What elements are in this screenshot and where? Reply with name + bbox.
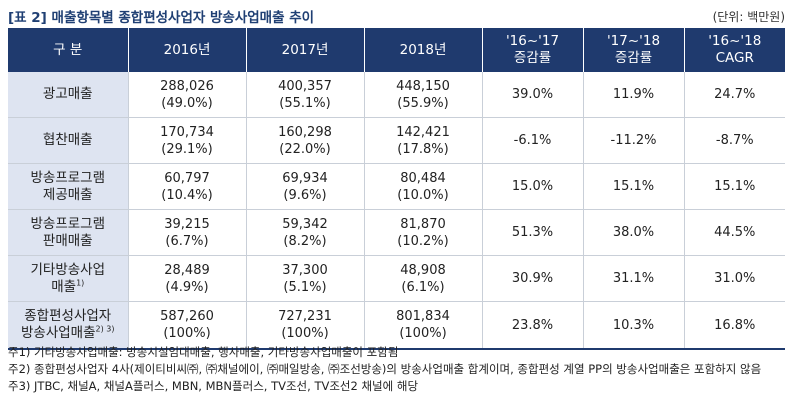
table-row: 광고매출 288,026 (49.0%) 400,357 (55.1%) 448,150(… xyxy=(8,72,785,118)
footnote: 주2) 종합편성사업자 4사(제이티비씨㈜, ㈜채널에이, ㈜매일방송, ㈜조선… xyxy=(8,362,762,376)
row-label: 협찬매출 xyxy=(8,117,128,164)
table-row: 협찬매출 170,734 (29.1%) 160,298 (22.0%) 142,421(… xyxy=(8,117,785,164)
cell-2018: 80,484 (10.0%) xyxy=(363,163,482,210)
footnote: 주3) JTBC, 채널A, 채널A플러스, MBN, MBN플러스, TV조선… xyxy=(8,379,419,393)
cell-2018: 448,150 (55.9%) xyxy=(363,72,482,118)
cell-change-16-17: 23.8% xyxy=(481,301,583,350)
table-body: 광고매출 288,026 (49.0%) 400,357 (55.1%) 448,150(… xyxy=(8,72,785,350)
cell-2018: 48,908 (6.1%) xyxy=(363,255,482,302)
cell-2018: 142,421 (17.8%) xyxy=(363,117,482,164)
cell-2018: 81,870 (10.2%) xyxy=(363,209,482,256)
header-change-16-17: '16~'17 증감률 xyxy=(481,28,583,72)
footnotes: 주1) 기타방송사업매출: 방송시설임대매출, 행사매출, 기타방송사업매출이 … xyxy=(8,344,761,395)
cell-cagr: 16.8% xyxy=(683,301,785,350)
table-caption-row: [표 2] 매출항목별 종합편성사업자 방송사업매출 추이 (단위: 백만원) xyxy=(8,6,785,26)
cell-change-17-18: 38.0% xyxy=(582,209,684,256)
cell-cagr: 31.0% xyxy=(683,255,785,302)
footnote-ref: 1) xyxy=(76,278,85,287)
cell-2017: 59,342 (8.2%) xyxy=(245,209,364,256)
cell-change-17-18: 11.9% xyxy=(582,72,684,118)
row-label: 방송프로그램 제공매출 xyxy=(8,163,128,210)
row-label: 기타방송사업 매출1) xyxy=(8,255,128,302)
cell-2016: 288,026 (49.0%) xyxy=(127,72,246,118)
cell-change-16-17: 15.0% xyxy=(481,163,583,210)
row-label: 종합편성사업자 방송사업매출2) 3) xyxy=(8,301,128,350)
cell-2018: 801,834 (100%) xyxy=(363,301,482,350)
cell-cagr: 15.1% xyxy=(683,163,785,210)
cell-change-17-18: -11.2% xyxy=(582,117,684,164)
header-2016: 2016년 xyxy=(127,28,246,72)
cell-2016: 39,215 (6.7%) xyxy=(127,209,246,256)
cell-2016: 28,489 (4.9%) xyxy=(127,255,246,302)
table-title: [표 2] 매출항목별 종합편성사업자 방송사업매출 추이 xyxy=(8,10,315,26)
cell-2017: 400,357 (55.1%) xyxy=(245,72,364,118)
cell-cagr: -8.7% xyxy=(683,117,785,164)
footnote: 주1) 기타방송사업매출: 방송시설임대매출, 행사매출, 기타방송사업매출이 … xyxy=(8,345,399,359)
header-2018: 2018년 xyxy=(363,28,482,72)
cell-2017: 160,298 (22.0%) xyxy=(245,117,364,164)
cell-cagr: 24.7% xyxy=(683,72,785,118)
cell-change-16-17: 30.9% xyxy=(481,255,583,302)
table-row: 종합편성사업자 방송사업매출2) 3) 587,260 (100%) 727,231 (1… xyxy=(8,301,785,350)
cell-2016: 170,734 (29.1%) xyxy=(127,117,246,164)
unit-label: (단위: 백만원) xyxy=(712,10,785,24)
cell-2017: 37,300 (5.1%) xyxy=(245,255,364,302)
cell-cagr: 44.5% xyxy=(683,209,785,256)
row-label: 광고매출 xyxy=(8,72,128,118)
cell-2017: 69,934 (9.6%) xyxy=(245,163,364,210)
table-row: 방송프로그램 판매매출 39,215 (6.7%) 59,342 (8.2%) 81,870… xyxy=(8,209,785,256)
table-row: 기타방송사업 매출1) 28,489 (4.9%) 37,300 (5.1%) 48,908… xyxy=(8,255,785,302)
cell-change-16-17: -6.1% xyxy=(481,117,583,164)
sales-table: 구 분 2016년 2017년 2018년 '16~'17 증감률 '17~'18… xyxy=(8,28,785,350)
cell-change-17-18: 10.3% xyxy=(582,301,684,350)
row-label: 방송프로그램 판매매출 xyxy=(8,209,128,256)
cell-2016: 587,260 (100%) xyxy=(127,301,246,350)
header-category: 구 분 xyxy=(8,28,128,72)
cell-change-16-17: 51.3% xyxy=(481,209,583,256)
header-cagr: '16~'18 CAGR xyxy=(683,28,785,72)
cell-change-17-18: 15.1% xyxy=(582,163,684,210)
footnote-ref: 2) 3) xyxy=(95,324,115,334)
table-row: 방송프로그램 제공매출 60,797 (10.4%) 69,934 (9.6%) 80,48… xyxy=(8,163,785,210)
cell-2017: 727,231 (100%) xyxy=(245,301,364,350)
header-2017: 2017년 xyxy=(245,28,364,72)
cell-2016: 60,797 (10.4%) xyxy=(127,163,246,210)
cell-change-17-18: 31.1% xyxy=(582,255,684,302)
cell-change-16-17: 39.0% xyxy=(481,72,583,118)
header-change-17-18: '17~'18 증감률 xyxy=(582,28,684,72)
header-row: 구 분 2016년 2017년 2018년 '16~'17 증감률 '17~'18… xyxy=(8,28,785,72)
